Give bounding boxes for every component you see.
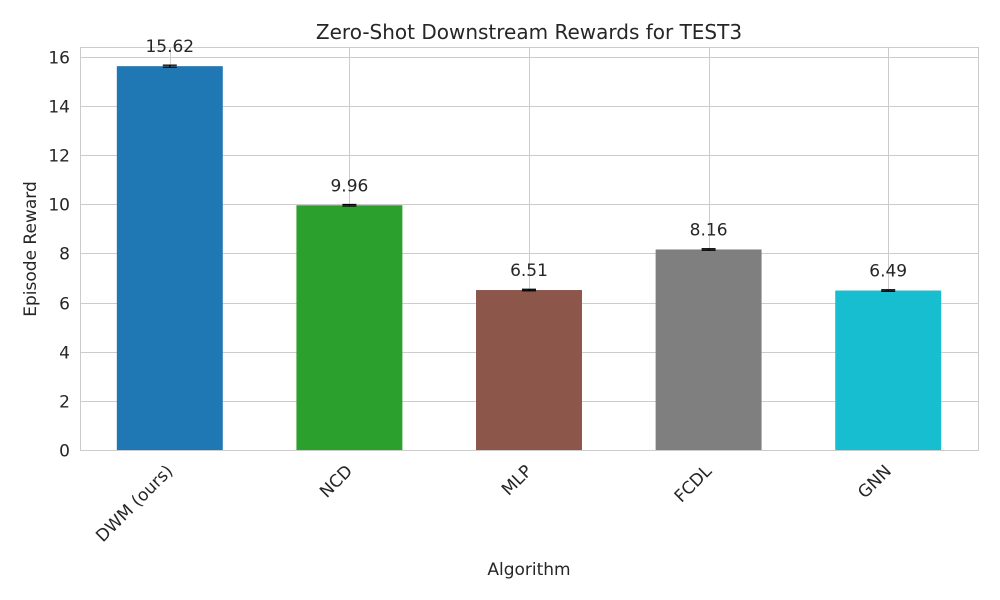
- y-tick-label: 0: [59, 442, 70, 462]
- bar-ncd: [296, 205, 403, 450]
- x-axis-label: Algorithm: [487, 560, 570, 580]
- data-label: 6.51: [510, 261, 548, 281]
- data-label: 8.16: [690, 220, 728, 240]
- bar-dwm-ours: [116, 66, 223, 450]
- bar-fcdl: [655, 249, 762, 450]
- y-tick-label: 14: [48, 98, 70, 118]
- data-label: 9.96: [330, 176, 368, 196]
- x-tick-label: MLP: [498, 461, 536, 499]
- y-tick-label: 6: [59, 295, 70, 315]
- bar-gnn: [835, 290, 942, 450]
- y-tick-label: 12: [48, 147, 70, 167]
- x-tick-label: NCD: [316, 461, 357, 502]
- x-tick-label: DWM (ours): [92, 461, 177, 546]
- y-tick-label: 4: [59, 344, 70, 364]
- y-tick-label: 2: [59, 393, 70, 413]
- plot-frame: [80, 47, 979, 451]
- chart-title: Zero-Shot Downstream Rewards for TEST3: [316, 20, 742, 44]
- y-tick-label: 8: [59, 245, 70, 265]
- y-tick-label: 10: [48, 196, 70, 216]
- bar-mlp: [476, 290, 582, 450]
- y-axis-label: Episode Reward: [21, 181, 41, 316]
- x-tick-label: GNN: [854, 461, 895, 502]
- x-tick-label: FCDL: [671, 461, 717, 507]
- data-label: 6.49: [869, 262, 907, 282]
- bars: [116, 64, 942, 450]
- data-label: 15.62: [145, 37, 194, 57]
- y-tick-label: 16: [48, 49, 70, 69]
